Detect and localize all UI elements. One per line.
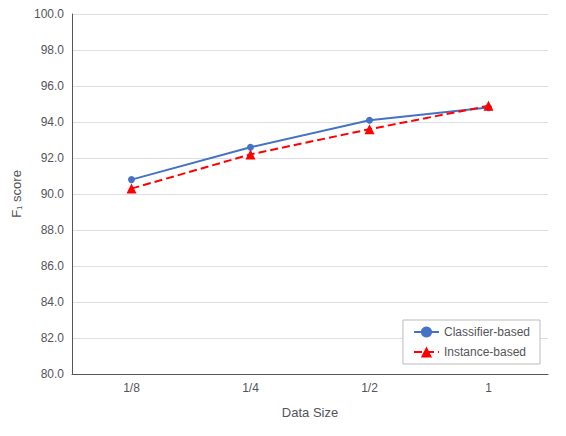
svg-text:1: 1 xyxy=(485,381,492,395)
svg-text:92.0: 92.0 xyxy=(41,151,65,165)
svg-text:94.0: 94.0 xyxy=(41,115,65,129)
svg-text:86.0: 86.0 xyxy=(41,259,65,273)
svg-text:1/8: 1/8 xyxy=(123,381,140,395)
svg-text:90.0: 90.0 xyxy=(41,187,65,201)
svg-text:Data Size: Data Size xyxy=(282,405,338,420)
svg-text:80.0: 80.0 xyxy=(41,367,65,381)
svg-text:82.0: 82.0 xyxy=(41,331,65,345)
svg-text:96.0: 96.0 xyxy=(41,79,65,93)
svg-text:84.0: 84.0 xyxy=(41,295,65,309)
svg-text:1/4: 1/4 xyxy=(242,381,259,395)
svg-text:Instance-based: Instance-based xyxy=(444,345,526,359)
svg-text:98.0: 98.0 xyxy=(41,43,65,57)
svg-text:Classifier-based: Classifier-based xyxy=(444,325,530,339)
svg-text:F₁ score: F₁ score xyxy=(9,170,24,218)
svg-text:88.0: 88.0 xyxy=(41,223,65,237)
svg-text:100.0: 100.0 xyxy=(34,7,64,21)
svg-text:1/2: 1/2 xyxy=(361,381,378,395)
